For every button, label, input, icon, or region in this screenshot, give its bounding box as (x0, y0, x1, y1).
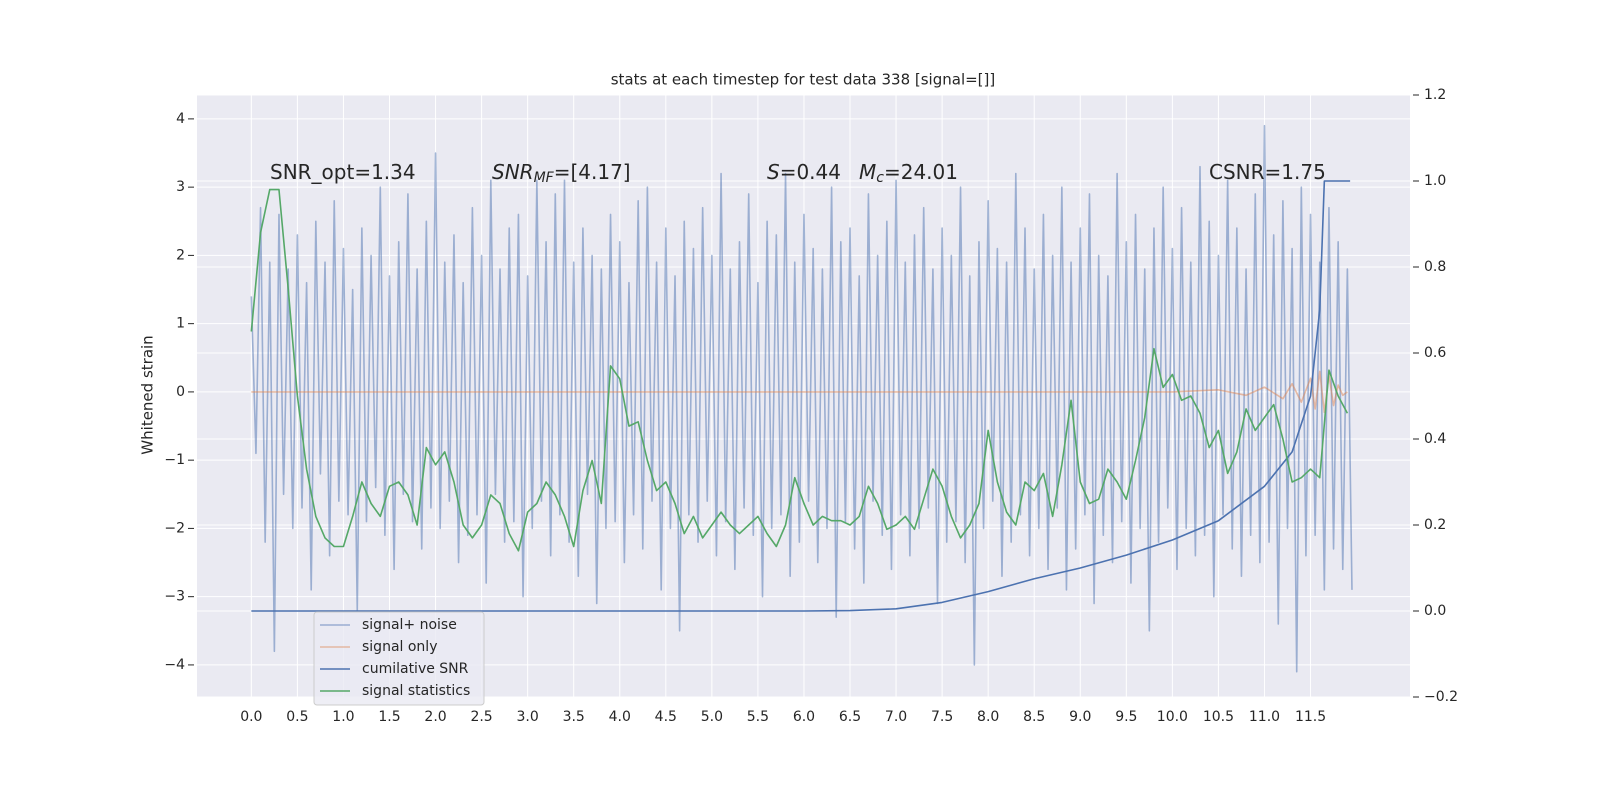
x-tick-label: 9.5 (1115, 709, 1137, 725)
y-axis-label: Whitened strain (139, 335, 157, 454)
x-tick-label: 3.0 (517, 709, 539, 725)
x-tick-label: 0.5 (286, 709, 308, 725)
chart-title: stats at each timestep for test data 338… (611, 71, 996, 89)
y-tick-label: −3 (164, 589, 185, 605)
annotation: CSNR=1.75 (1209, 160, 1326, 184)
x-tick-label: 8.5 (1023, 709, 1045, 725)
series-line (250, 188, 1349, 552)
y-tick-label: 2 (176, 247, 185, 263)
annotation: Mc=24.01 (859, 160, 958, 187)
x-tick-label: 2.5 (470, 709, 492, 725)
x-tick-label: 4.5 (655, 709, 677, 725)
y-tick-label: 3 (176, 179, 185, 195)
x-tick-label: 1.0 (332, 709, 354, 725)
series-line (250, 124, 1353, 673)
x-tick-label: 1.5 (378, 709, 400, 725)
legend-box (313, 611, 485, 706)
y-tick-label: 1 (176, 316, 185, 332)
x-tick-label: 9.0 (1069, 709, 1091, 725)
y2-tick-label: 0.0 (1424, 603, 1446, 619)
annotation: SNRMF=[4.17] (492, 160, 631, 187)
y2-tick-label: −0.2 (1424, 689, 1458, 705)
annotation-rest: =[4.17] (554, 160, 631, 184)
y2-tick-label: 0.6 (1424, 345, 1446, 361)
x-tick-label: 7.5 (931, 709, 953, 725)
annotation-rest: =24.01 (884, 160, 958, 184)
y2-tick-label: 0.2 (1424, 517, 1446, 533)
x-tick-label: 5.0 (701, 709, 723, 725)
x-tick-label: 0.0 (240, 709, 262, 725)
x-tick-label: 4.0 (609, 709, 631, 725)
y2-tick-label: 0.8 (1424, 259, 1446, 275)
x-tick-label: 11.0 (1249, 709, 1280, 725)
annotation: S=0.44 (767, 160, 841, 184)
annotation: SNR_opt=1.34 (270, 160, 416, 184)
series-line (251, 180, 1351, 612)
annotation-base: M (859, 160, 876, 184)
y-tick-label: −2 (164, 520, 185, 536)
x-tick-label: 11.5 (1295, 709, 1326, 725)
legend-label: signal statistics (362, 683, 470, 699)
x-tick-label: 3.5 (563, 709, 585, 725)
y-tick-label: 0 (176, 384, 185, 400)
x-tick-label: 6.0 (793, 709, 815, 725)
y-tick-label: −1 (164, 452, 185, 468)
y-tick-label: −4 (164, 657, 185, 673)
annotation-text: SNR_opt=1.34 (270, 160, 416, 184)
y2-tick-label: 1.0 (1424, 173, 1446, 189)
y2-tick-label: 1.2 (1424, 87, 1446, 103)
x-tick-label: 2.0 (424, 709, 446, 725)
y2-tick-label: 0.4 (1424, 431, 1446, 447)
x-tick-label: 10.5 (1203, 709, 1234, 725)
annotation-base: SNR (492, 160, 534, 184)
x-tick-label: 8.0 (977, 709, 999, 725)
y-tick-label: 4 (176, 111, 185, 127)
annotation-sub: MF (534, 170, 555, 186)
annotation-sub: c (876, 170, 884, 186)
x-tick-label: 6.5 (839, 709, 861, 725)
x-tick-label: 10.0 (1157, 709, 1188, 725)
annotation-rest: =0.44 (780, 160, 841, 184)
legend-label: signal+ noise (362, 617, 457, 633)
legend-label: signal only (362, 639, 437, 655)
x-tick-label: 7.0 (885, 709, 907, 725)
x-tick-label: 5.5 (747, 709, 769, 725)
annotation-base: S (767, 160, 780, 184)
legend-label: cumilative SNR (362, 661, 469, 677)
annotation-text: CSNR=1.75 (1209, 160, 1326, 184)
